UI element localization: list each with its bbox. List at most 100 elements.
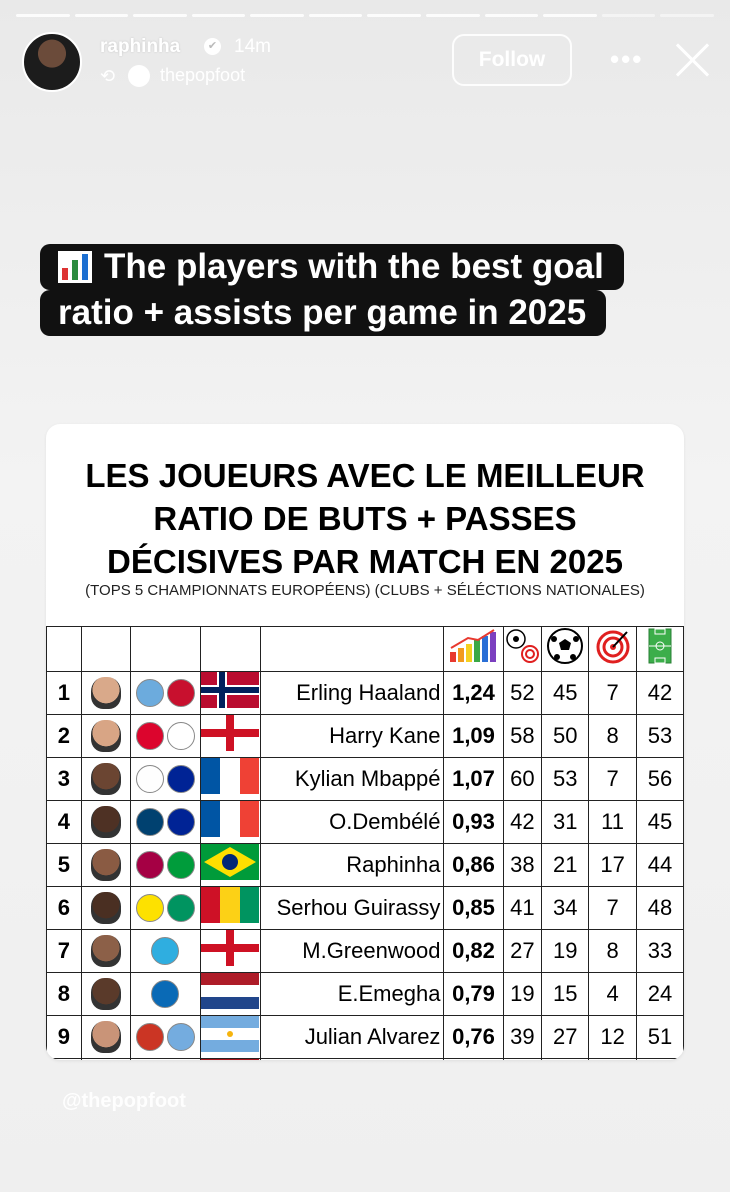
table-row: 6 Serhou Guirassy 0,85 41 34 7 48 (46, 886, 684, 930)
club-logo-icon (135, 1023, 164, 1051)
header-assists (588, 626, 638, 672)
national-team-logo-icon (166, 851, 195, 879)
goals-cell: 42 (502, 800, 543, 844)
rank-cell: 5 (46, 843, 82, 887)
ratio-cell: 1,24 (443, 671, 504, 715)
header-photo (80, 626, 131, 672)
assists-cell: 17 (588, 843, 638, 887)
rank-cell: 1 (46, 671, 82, 715)
header-name (259, 626, 445, 672)
goals-cell: 58 (502, 714, 543, 758)
player-name: E.Emegha (259, 972, 445, 1016)
france-flag-icon (201, 758, 260, 794)
matches-cell: 42 (636, 671, 684, 715)
clubs-cell (129, 843, 201, 887)
flag-cell (199, 929, 261, 973)
brazil-flag-icon (201, 844, 260, 880)
header-ball (541, 626, 590, 672)
photo-cell (80, 757, 131, 801)
clubs-cell (129, 714, 201, 758)
national-team-logo-icon (166, 765, 195, 793)
club-logo-icon (151, 980, 180, 1008)
player-name: Kylian Mbappé (259, 757, 445, 801)
assists-cell: 7 (588, 671, 638, 715)
ball-cell: 15 (541, 972, 590, 1016)
club-logo-icon (135, 765, 164, 793)
ball-cell: 21 (541, 843, 590, 887)
header-ratio (443, 626, 504, 672)
player-photo (90, 892, 121, 924)
story-header: raphinha ✔ 14m ⟲ thepopfoot Follow ••• (22, 30, 716, 92)
follow-button[interactable]: Follow (452, 34, 572, 86)
flag-cell (199, 757, 261, 801)
close-icon[interactable] (672, 40, 712, 80)
progress-segment (16, 14, 70, 17)
flag-cell (199, 714, 261, 758)
table-row: 3 Kylian Mbappé 1,07 60 53 7 56 (46, 757, 684, 801)
flag-cell (199, 1015, 261, 1059)
club-logo-icon (135, 679, 164, 707)
photo-cell (80, 800, 131, 844)
progress-segment (191, 14, 246, 17)
ball-cell: 19 (541, 929, 590, 973)
stats-card: LES JOUEURS AVEC LE MEILLEUR RATIO DE BU… (46, 424, 684, 1060)
player-name: Serhou Guirassy (259, 886, 445, 930)
goals-cell: 19 (502, 972, 543, 1016)
national-team-logo-icon (166, 722, 195, 750)
photo-cell (80, 714, 131, 758)
ball-cell: 34 (541, 886, 590, 930)
player-photo (90, 677, 121, 709)
header-goals (502, 626, 543, 672)
france-flag-icon (201, 801, 260, 837)
player-name: Harry Kane (259, 714, 445, 758)
repost-source-name[interactable]: thepopfoot (160, 65, 246, 85)
more-options-icon[interactable]: ••• (610, 44, 644, 74)
guinea-flag-icon (201, 887, 260, 923)
card-subtitle: (TOPS 5 CHAMPIONNATS EUROPÉENS) (CLUBS +… (85, 582, 645, 599)
club-logo-icon (135, 851, 164, 879)
table-row: 4 O.Dembélé 0,93 42 31 11 45 (46, 800, 684, 844)
rank-cell: 7 (46, 929, 82, 973)
ratio-cell: 1,09 (443, 714, 504, 758)
rank-cell: 8 (46, 972, 82, 1016)
ratio-cell: 0,76 (443, 1015, 504, 1059)
story-caption: The players with the best goal ratio + a… (40, 244, 690, 336)
goals-cell: 41 (502, 886, 543, 930)
matches-cell: 44 (636, 843, 684, 887)
netherlands-flag-icon (201, 973, 260, 1009)
photo-cell (80, 929, 131, 973)
header-clubs (129, 626, 201, 672)
assists-cell: 8 (588, 929, 638, 973)
clubs-cell (129, 757, 201, 801)
rank-cell: 9 (46, 1015, 82, 1059)
flag-cell (199, 1058, 261, 1060)
player-photo (90, 720, 121, 752)
photo-cell (80, 1015, 131, 1059)
player-photo (90, 849, 121, 881)
watermark: @thepopfoot (62, 1090, 186, 1112)
argentina-flag-icon (201, 1016, 260, 1052)
ball-icon (547, 628, 584, 664)
progress-segment (133, 14, 187, 17)
caption-line-2: ratio + assists per game in 2025 (40, 290, 607, 336)
rank-cell: 6 (46, 886, 82, 930)
avatar[interactable] (22, 32, 82, 92)
goals-cell: 27 (502, 929, 543, 973)
goals-cell: 37 (502, 1058, 543, 1060)
username[interactable]: raphinha (100, 36, 181, 57)
ball-cell: 50 (541, 714, 590, 758)
club-logo-icon (135, 894, 164, 922)
table-row: 7 M.Greenwood 0,82 27 19 8 33 (46, 929, 684, 973)
ratio-cell: 0,76 (443, 1058, 504, 1060)
progress-segment (660, 14, 714, 17)
assists-cell: 18 (588, 1058, 638, 1060)
player-name: O.Dembélé (259, 800, 445, 844)
national-team-logo-icon (166, 1023, 195, 1051)
player-name: Erling Haaland (259, 671, 445, 715)
photo-cell (80, 886, 131, 930)
player-photo (90, 1021, 121, 1053)
photo-cell (80, 972, 131, 1016)
ball-cell: 31 (541, 800, 590, 844)
assists-cell: 7 (588, 757, 638, 801)
flag-cell (199, 886, 261, 930)
